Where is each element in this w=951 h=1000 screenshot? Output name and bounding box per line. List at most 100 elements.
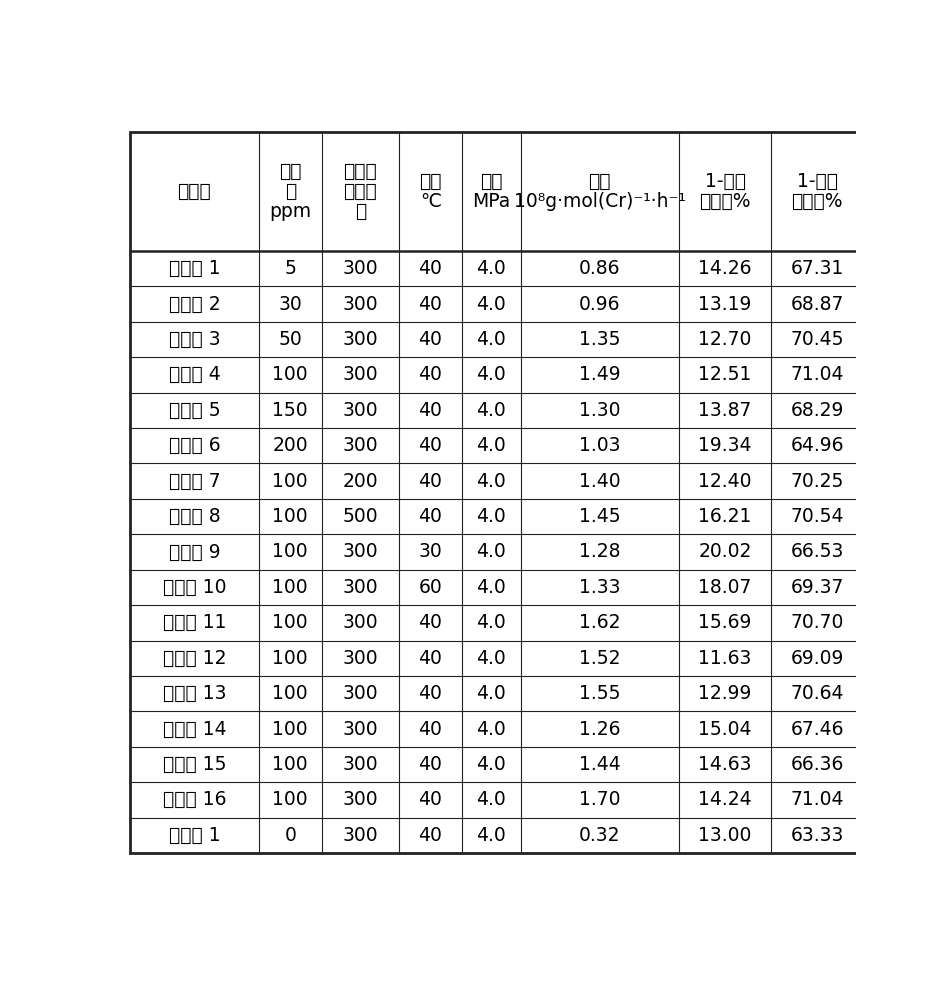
Text: 1.30: 1.30 [579,401,621,420]
Text: 实施例: 实施例 [178,182,211,201]
Text: 70.54: 70.54 [790,507,844,526]
Text: 11.63: 11.63 [698,649,752,668]
Text: 100: 100 [272,472,308,491]
Text: 0.32: 0.32 [579,826,621,845]
Text: ppm: ppm [269,202,311,221]
Text: 40: 40 [418,755,442,774]
Text: 实施例 10: 实施例 10 [163,578,226,597]
Text: 300: 300 [342,330,378,349]
Text: 1-己烯: 1-己烯 [705,172,746,191]
Text: 40: 40 [418,720,442,739]
Text: 100: 100 [272,613,308,632]
Text: 实施例 15: 实施例 15 [163,755,226,774]
Text: 温度: 温度 [419,172,441,191]
Text: 1.55: 1.55 [579,684,621,703]
Text: 0: 0 [284,826,296,845]
Text: 40: 40 [418,507,442,526]
Text: 12.51: 12.51 [698,365,752,384]
Text: 实施例 11: 实施例 11 [163,613,226,632]
Text: 实施例 6: 实施例 6 [168,436,221,455]
Text: 4.0: 4.0 [476,826,506,845]
Text: 100: 100 [272,755,308,774]
Text: 300: 300 [342,649,378,668]
Text: 100: 100 [272,790,308,809]
Text: 实施例 3: 实施例 3 [168,330,221,349]
Text: 4.0: 4.0 [476,365,506,384]
Text: 属摩尔: 属摩尔 [343,182,378,201]
Text: 40: 40 [418,401,442,420]
Text: 4.0: 4.0 [476,401,506,420]
Text: 40: 40 [418,649,442,668]
Text: 40: 40 [418,472,442,491]
Text: 15.69: 15.69 [698,613,752,632]
Text: 4.0: 4.0 [476,684,506,703]
Text: 100: 100 [272,542,308,561]
Text: 4.0: 4.0 [476,330,506,349]
Text: 选择性%: 选择性% [791,192,843,211]
Text: 4.0: 4.0 [476,720,506,739]
Text: 300: 300 [342,790,378,809]
Text: 4.0: 4.0 [476,649,506,668]
Text: 对比例 1: 对比例 1 [168,826,221,845]
Text: 100: 100 [272,684,308,703]
Text: 实施例 7: 实施例 7 [168,472,221,491]
Text: 300: 300 [342,720,378,739]
Text: 30: 30 [279,295,302,314]
Text: 300: 300 [342,295,378,314]
Text: 4.0: 4.0 [476,613,506,632]
Text: 19.34: 19.34 [698,436,752,455]
Text: 64.96: 64.96 [790,436,844,455]
Text: 66.36: 66.36 [790,755,844,774]
Text: 300: 300 [342,436,378,455]
Text: 69.09: 69.09 [790,649,844,668]
Text: 铝与金: 铝与金 [343,162,378,181]
Text: 0.96: 0.96 [579,295,621,314]
Text: 300: 300 [342,755,378,774]
Text: 1.28: 1.28 [579,542,621,561]
Text: 70.64: 70.64 [790,684,844,703]
Text: 200: 200 [272,436,308,455]
Text: 实施例 4: 实施例 4 [168,365,221,384]
Text: 1.45: 1.45 [579,507,621,526]
Text: 实施例 9: 实施例 9 [168,542,221,561]
Text: 69.37: 69.37 [790,578,844,597]
Text: 比: 比 [355,202,366,221]
Text: MPa: MPa [472,192,510,211]
Text: 68.87: 68.87 [790,295,844,314]
Text: 4.0: 4.0 [476,790,506,809]
Text: 67.31: 67.31 [790,259,844,278]
Text: 10⁸g·mol(Cr)⁻¹·h⁻¹: 10⁸g·mol(Cr)⁻¹·h⁻¹ [514,192,686,211]
Text: 30: 30 [418,542,442,561]
Text: 40: 40 [418,259,442,278]
Text: 13.19: 13.19 [698,295,752,314]
Text: 70.45: 70.45 [790,330,844,349]
Text: 压力: 压力 [480,172,502,191]
Text: 12.70: 12.70 [698,330,752,349]
Text: 40: 40 [418,613,442,632]
Text: 40: 40 [418,365,442,384]
Text: 18.07: 18.07 [698,578,752,597]
Text: 40: 40 [418,790,442,809]
Text: 68.29: 68.29 [790,401,844,420]
Text: 4.0: 4.0 [476,436,506,455]
Text: 14.24: 14.24 [698,790,752,809]
Text: 活性: 活性 [589,172,611,191]
Text: 40: 40 [418,826,442,845]
Text: 70.70: 70.70 [790,613,844,632]
Text: 40: 40 [418,330,442,349]
Text: 100: 100 [272,720,308,739]
Text: 1.49: 1.49 [579,365,621,384]
Text: 300: 300 [342,613,378,632]
Text: 14.26: 14.26 [698,259,752,278]
Text: 66.53: 66.53 [790,542,844,561]
Text: 200: 200 [342,472,378,491]
Text: 100: 100 [272,507,308,526]
Text: 100: 100 [272,365,308,384]
Text: 1.70: 1.70 [579,790,621,809]
Text: 4.0: 4.0 [476,259,506,278]
Text: 4.0: 4.0 [476,542,506,561]
Text: 40: 40 [418,436,442,455]
Text: 300: 300 [342,826,378,845]
Text: 13.87: 13.87 [698,401,752,420]
Text: 16.21: 16.21 [698,507,752,526]
